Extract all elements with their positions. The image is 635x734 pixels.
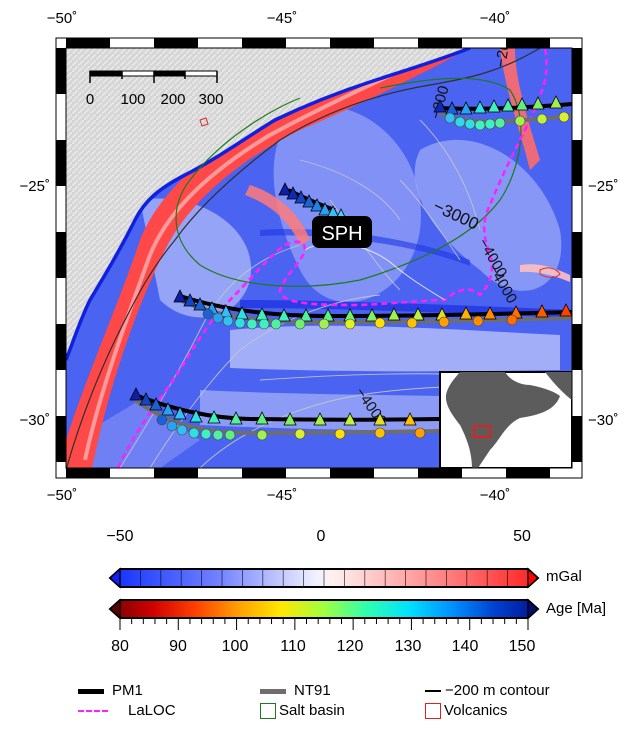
legend-label: PM1 xyxy=(112,682,143,699)
legend-symbol-box-green xyxy=(260,703,276,720)
inset-map xyxy=(439,371,572,468)
map-figure: −200 −300 −3000 −4000 −4000 −4000 xyxy=(55,32,583,479)
pm1-triangles xyxy=(129,95,572,426)
legend-label: NT91 xyxy=(294,682,331,699)
age-tick: 130 xyxy=(394,638,422,655)
legend-item-nt91: NT91 xyxy=(260,682,331,699)
axis-label-top-40: −40˚ xyxy=(479,10,511,27)
scale-bar-label: 200 xyxy=(160,91,185,108)
age-tick: 150 xyxy=(508,638,536,655)
legend-symbol-dash-magenta xyxy=(78,710,108,713)
salt-basin-outline xyxy=(175,77,522,287)
gravity-colorbar xyxy=(108,567,540,589)
legend-item-pm1: PM1 xyxy=(78,682,143,699)
inset-study-area xyxy=(473,425,491,438)
axis-label-bottom-40: −40˚ xyxy=(479,487,511,504)
age-tick: 80 xyxy=(111,638,129,655)
legend-symbol-thick-gray xyxy=(260,688,286,694)
legend-symbol-box-red xyxy=(425,703,441,720)
age-tick: 100 xyxy=(221,638,249,655)
gravity-tick: −50 xyxy=(106,528,134,545)
legend-item-salt-basin: Salt basin xyxy=(260,702,345,720)
contour-label: −200 xyxy=(492,32,515,68)
gravity-tick: 50 xyxy=(513,528,531,545)
scale-bar-label: 300 xyxy=(198,91,223,108)
legend-item-contour: −200 m contour xyxy=(425,682,550,699)
sph-label-box xyxy=(312,216,372,248)
land xyxy=(66,48,470,360)
age-colorbar xyxy=(108,598,540,630)
age-tick: 90 xyxy=(169,638,187,655)
gravity-unit: mGal xyxy=(546,568,582,585)
legend-label: Volcanics xyxy=(444,702,508,719)
gravity-tick: 0 xyxy=(316,528,326,545)
legend-label: −200 m contour xyxy=(445,682,550,699)
legend-label: Salt basin xyxy=(279,702,345,719)
age-tick: 120 xyxy=(336,638,364,655)
legend-item-laloc: LaLOC xyxy=(78,702,176,719)
axis-label-left-25: −25˚ xyxy=(19,178,50,195)
axis-label-right-25: −25˚ xyxy=(588,178,619,195)
axis-label-left-30: −30˚ xyxy=(19,412,50,429)
age-unit: Age [Ma] xyxy=(546,600,607,617)
scale-bar: 0 100 200 300 xyxy=(86,70,224,108)
scale-bar-label: 100 xyxy=(120,91,145,108)
laloc-line xyxy=(116,48,548,468)
coastline xyxy=(66,48,471,361)
contour-200m xyxy=(66,48,541,468)
legend-symbol-thin-black xyxy=(425,690,441,692)
age-tick: 110 xyxy=(280,638,306,655)
axis-label-top-50: −50˚ xyxy=(46,10,78,27)
nt91-circles xyxy=(156,111,570,441)
sph-label: SPH xyxy=(321,223,362,245)
axis-label-right-30: −30˚ xyxy=(588,412,619,429)
axis-label-top-45: −45˚ xyxy=(266,10,298,27)
axis-label-bottom-45: −45˚ xyxy=(266,487,298,504)
legend-item-volcanics: Volcanics xyxy=(425,702,508,720)
scale-bar-label: 0 xyxy=(86,91,94,108)
legend-label: LaLOC xyxy=(128,702,176,719)
map-frame xyxy=(56,38,582,478)
legend-symbol-thick-black xyxy=(78,688,104,694)
axis-label-bottom-50: −50˚ xyxy=(46,487,78,504)
age-tick: 140 xyxy=(451,638,479,655)
